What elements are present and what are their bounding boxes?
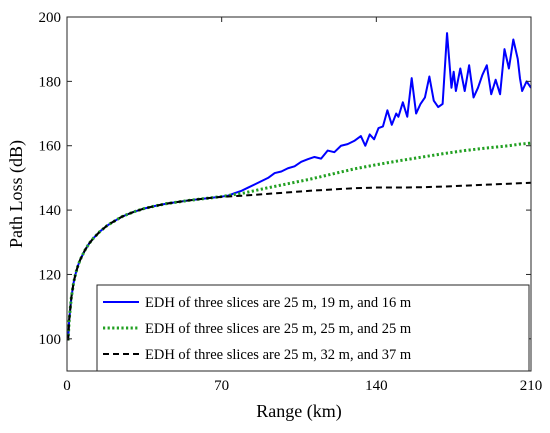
legend-box <box>96 284 530 372</box>
x-tick-label: 210 <box>520 378 543 394</box>
y-tick-label: 140 <box>39 203 62 219</box>
y-tick-label: 160 <box>39 139 62 155</box>
legend-label: EDH of three slices are 25 m, 25 m, and … <box>145 321 412 337</box>
x-axis-title: Range (km) <box>256 401 341 422</box>
x-tick-label: 0 <box>63 378 71 394</box>
y-tick-label: 100 <box>39 332 62 348</box>
ticks-layer: 0 70 140 210 100 120 140 160 180 200 <box>39 10 543 394</box>
x-tick-label: 70 <box>214 378 229 394</box>
y-tick-label: 200 <box>39 10 62 26</box>
legend-label: EDH of three slices are 25 m, 32 m, and … <box>145 347 412 363</box>
series-layer <box>67 32 531 341</box>
legend-label: EDH of three slices are 25 m, 19 m, and … <box>145 295 412 311</box>
y-tick-label: 180 <box>39 74 62 90</box>
series-line-3 <box>67 181 531 341</box>
legend: EDH of three slices are 25 m, 19 m, and … <box>96 284 530 372</box>
x-tick-label: 140 <box>365 378 388 394</box>
y-tick-label: 120 <box>39 267 62 283</box>
y-axis-title: Path Loss (dB) <box>6 140 27 248</box>
